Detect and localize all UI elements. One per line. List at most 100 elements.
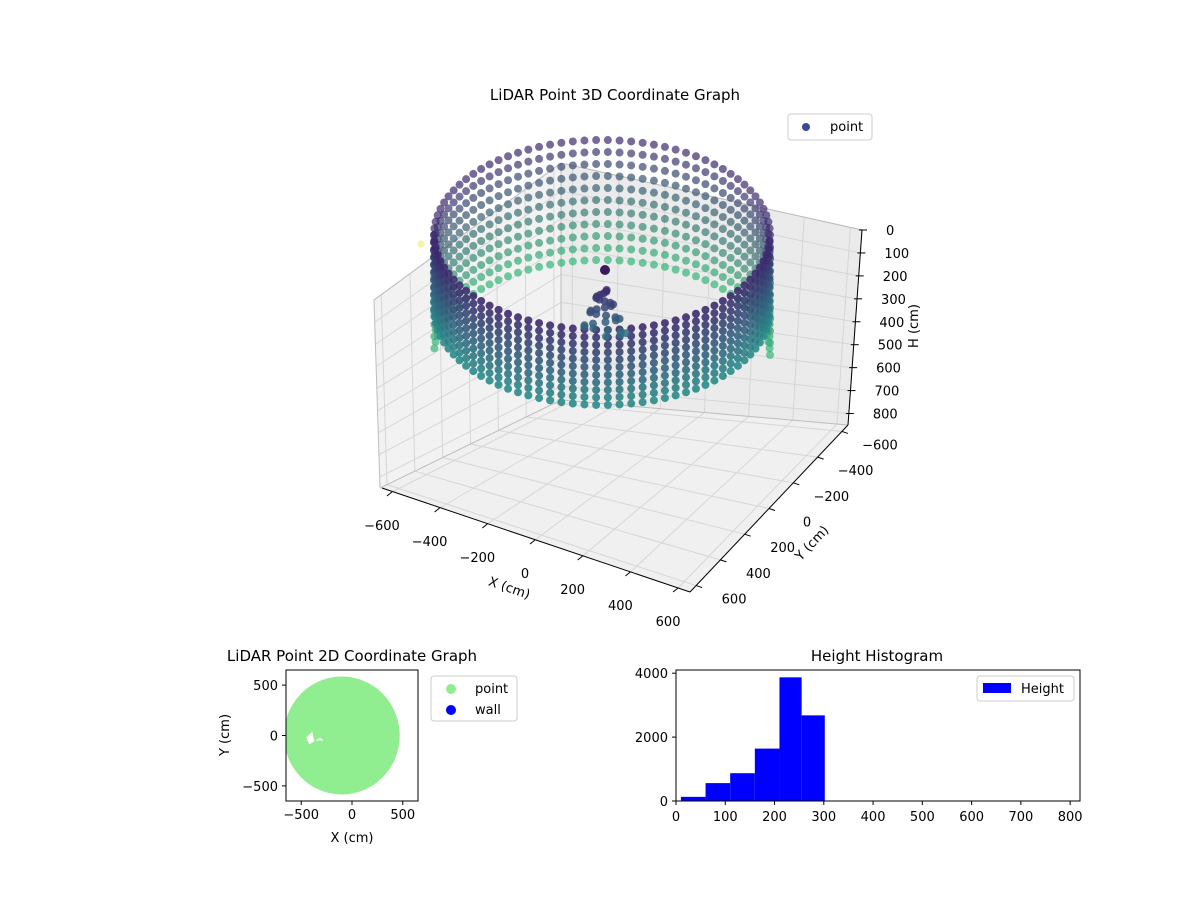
point-3d: [603, 363, 612, 372]
point-3d: [592, 160, 601, 169]
point-3d: [580, 184, 589, 193]
point-3d: [477, 201, 486, 210]
point-3d: [580, 370, 589, 379]
points-3d: [417, 136, 774, 409]
point-3d: [568, 347, 577, 356]
point-3d: [546, 236, 555, 245]
point-3d: [627, 221, 636, 230]
z-tick-label: 300: [881, 293, 906, 308]
point-3d: [726, 217, 735, 226]
point-3d: [524, 316, 533, 325]
point-3d: [557, 323, 566, 332]
point-3d: [592, 363, 601, 372]
point-3d: [726, 314, 735, 323]
point-3d: [746, 234, 755, 243]
point-3d: [469, 253, 478, 262]
y-tick-label: 400: [746, 567, 771, 582]
point-3d: [469, 181, 478, 190]
point-3d: [504, 309, 513, 318]
point-3d: [682, 172, 690, 181]
point-3d: [485, 324, 494, 333]
point-3d: [649, 176, 658, 185]
point-3d: [449, 234, 458, 243]
point-3d: [485, 316, 494, 325]
point-3d: [494, 343, 503, 352]
point-3d: [557, 360, 566, 369]
point-3d: [682, 232, 690, 241]
point-3d: [568, 384, 577, 393]
point-3d: [568, 362, 577, 371]
point-3d: [455, 264, 464, 273]
point-3d: [535, 326, 544, 335]
point-3d: [751, 228, 760, 237]
point-3d: [514, 172, 522, 181]
point-3d: [546, 152, 555, 161]
point-3d: [504, 260, 513, 269]
point-3d: [494, 156, 503, 165]
point-3d: [649, 351, 658, 360]
point-3d: [462, 301, 471, 310]
point-3d: [494, 264, 503, 273]
histogram-bar: [779, 677, 802, 801]
point-3d: [691, 188, 700, 197]
point-3d: [568, 377, 577, 386]
point-3d: [524, 205, 533, 214]
y-axis-label-2d: Y (cm): [218, 714, 233, 757]
point-3d: [433, 250, 442, 259]
point-3d: [755, 198, 764, 207]
point-3d: [671, 376, 680, 385]
point-3d: [494, 252, 503, 261]
point-3d: [603, 148, 612, 157]
point-3d: [524, 391, 533, 400]
point-3d: [660, 386, 669, 395]
point-3d: [469, 229, 478, 238]
point-3d: [514, 208, 522, 217]
point-3d: [638, 198, 647, 207]
point-3d: [671, 361, 680, 370]
point-3d: [535, 379, 544, 388]
point-3d: [710, 339, 719, 348]
point-3d: [627, 173, 636, 182]
point-3d: [546, 366, 555, 375]
grid-line: [836, 227, 851, 425]
point-3d: [462, 286, 471, 295]
point-3d: [627, 245, 636, 254]
point-3d: [477, 341, 486, 350]
point-3d: [764, 217, 773, 226]
point-3d: [469, 314, 478, 323]
grid-line: [386, 484, 697, 587]
point-3d: [660, 190, 669, 199]
chart-3d: LiDAR Point 3D Coordinate Graph −600 −400…: [364, 86, 922, 630]
point-3d: [568, 399, 577, 408]
point-3d: [751, 269, 760, 278]
point-3d: [671, 229, 680, 238]
point-3d: [701, 204, 710, 213]
point-3d: [469, 217, 478, 226]
point-3d: [615, 362, 624, 371]
point-3d: [485, 346, 494, 355]
legend-3d: point: [787, 113, 873, 141]
point-3d: [568, 185, 577, 194]
point-3d: [504, 152, 513, 161]
point-3d: [469, 292, 478, 301]
point-3d: [469, 265, 478, 274]
point-3d: [615, 160, 624, 169]
point-3d: [701, 313, 710, 322]
point-3d: [691, 324, 700, 333]
point-3d: [682, 256, 690, 265]
point-3d: [733, 223, 742, 232]
point-3d: [485, 369, 494, 378]
point-3d: [710, 309, 719, 318]
pane-floor: [380, 400, 848, 592]
point-3d: [726, 205, 735, 214]
point-3d: [449, 275, 458, 284]
point-3d: [710, 280, 719, 289]
point-3d: [740, 326, 749, 335]
point-3d: [462, 354, 471, 363]
point-3d: [477, 356, 486, 365]
x-tick-label: 100: [713, 810, 738, 825]
point-3d: [710, 196, 719, 205]
point-3d: [733, 286, 742, 295]
point-3d: [649, 328, 658, 337]
point-3d: [638, 174, 647, 183]
